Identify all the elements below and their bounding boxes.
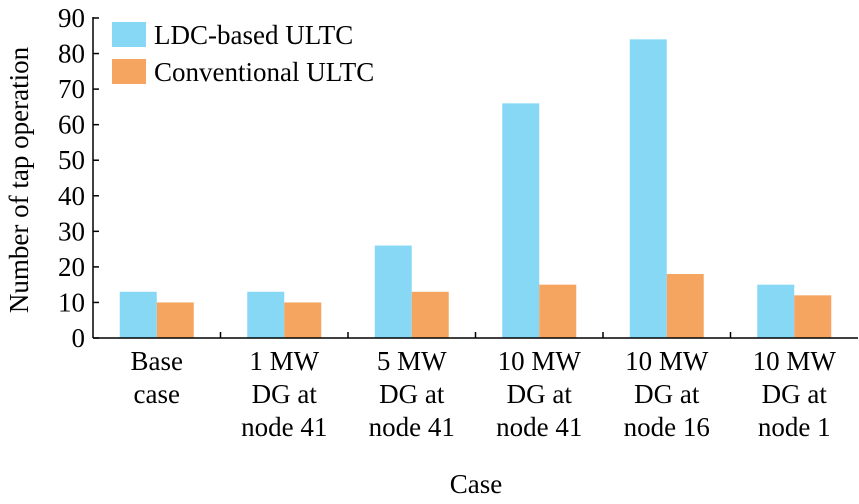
y-tick-label: 90 xyxy=(58,3,85,33)
legend-label-1: LDC-based ULTC xyxy=(154,20,353,50)
legend: LDC-based ULTC Conventional ULTC xyxy=(112,20,374,87)
y-axis-title: Number of tap operation xyxy=(4,46,34,313)
x-category-label-line: node 41 xyxy=(496,412,582,442)
y-tick-label: 30 xyxy=(58,216,85,246)
x-category-label-line: case xyxy=(134,379,180,409)
x-category-label-line: node 16 xyxy=(624,412,710,442)
x-category-label: 10 MW DG at node 16 xyxy=(624,346,710,442)
x-category-label-line: DG at xyxy=(507,379,573,409)
bar-series-2-category-1 xyxy=(156,302,194,338)
y-tick-label: 60 xyxy=(58,110,85,140)
x-category-label-line: 1 MW xyxy=(249,346,319,376)
x-category-label-line: DG at xyxy=(634,379,700,409)
x-category-label-line: Base xyxy=(131,346,184,376)
y-tick-label: 80 xyxy=(58,39,85,69)
y-tick-label: 40 xyxy=(58,181,85,211)
bar-series-2-category-3 xyxy=(411,291,449,338)
y-tick-label: 0 xyxy=(72,323,86,353)
x-category-label-line: node 1 xyxy=(758,412,831,442)
bar-series-1-category-5 xyxy=(629,39,667,338)
x-category-label-line: 10 MW xyxy=(625,346,709,376)
bar-series-2-category-5 xyxy=(666,274,704,338)
y-tick-label: 70 xyxy=(58,74,85,104)
x-category-label: Base case xyxy=(131,346,184,409)
bar-series-1-category-1 xyxy=(119,291,157,338)
bar-series-1-category-3 xyxy=(374,245,412,338)
y-tick-label: 10 xyxy=(58,287,85,317)
bar-series-1-category-4 xyxy=(502,103,540,338)
x-category-label: 10 MW DG at node 1 xyxy=(753,346,837,442)
x-category-label-line: node 41 xyxy=(369,412,455,442)
x-category-label-line: node 41 xyxy=(241,412,327,442)
y-tick-label: 50 xyxy=(58,145,85,175)
y-tick-label: 20 xyxy=(58,252,85,282)
bars-layer xyxy=(119,39,832,338)
x-category-label-line: 10 MW xyxy=(498,346,582,376)
x-category-label: 1 MW DG at node 41 xyxy=(241,346,327,442)
bar-series-2-category-6 xyxy=(794,295,832,338)
x-category-label: 5 MW DG at node 41 xyxy=(369,346,455,442)
y-tick-layer: 0 10 20 30 40 50 60 70 80 90 xyxy=(58,3,99,353)
x-category-label: 10 MW DG at node 41 xyxy=(496,346,582,442)
legend-swatch-1 xyxy=(112,22,146,47)
bar-series-2-category-4 xyxy=(539,284,577,338)
x-category-label-line: DG at xyxy=(252,379,318,409)
x-category-label-line: 5 MW xyxy=(377,346,447,376)
bar-series-1-category-2 xyxy=(247,291,285,338)
legend-swatch-2 xyxy=(112,59,146,84)
x-category-label-line: DG at xyxy=(379,379,445,409)
x-category-label-line: 10 MW xyxy=(753,346,837,376)
legend-label-2: Conventional ULTC xyxy=(154,57,374,87)
bar-series-1-category-6 xyxy=(757,284,795,338)
x-category-label-line: DG at xyxy=(762,379,828,409)
bar-series-2-category-2 xyxy=(284,302,322,338)
x-axis-title: Case xyxy=(450,469,503,499)
